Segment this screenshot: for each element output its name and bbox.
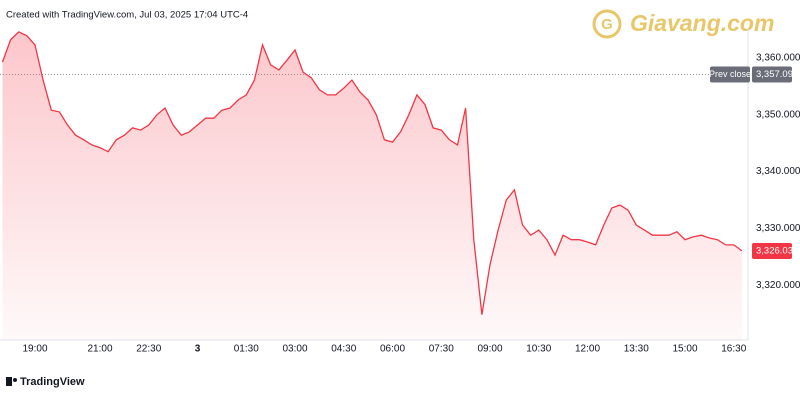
svg-text:G: G <box>601 16 613 33</box>
x-tick-label: 10:30 <box>526 344 551 355</box>
y-tick-label: 3,360.000 <box>756 53 800 64</box>
x-tick-label: 04:30 <box>331 344 356 355</box>
x-tick-label: 19:00 <box>22 344 47 355</box>
area <box>2 31 742 341</box>
x-tick-label: 15:00 <box>672 344 697 355</box>
last-price-box <box>752 242 792 259</box>
prev-close-name-box <box>710 66 750 83</box>
caption: Created with TradingView.com, Jul 03, 20… <box>6 10 248 21</box>
line <box>1 31 743 315</box>
y-tick-label: 3,320.000 <box>756 280 800 291</box>
x-tick-label: 07:30 <box>429 344 454 355</box>
x-tick-label: 16:30 <box>721 344 746 355</box>
prev-close-label: 3,357.090 <box>756 69 798 80</box>
footer-brand: TradingView <box>20 376 85 388</box>
prev-close-box <box>752 66 792 83</box>
x-tick-label: 01:30 <box>234 344 259 355</box>
x-tick-label: 12:00 <box>575 344 600 355</box>
x-tick-label: 09:00 <box>477 344 502 355</box>
prev-close-name: Prev close <box>709 69 751 79</box>
watermark: Giavang.com <box>630 10 774 36</box>
x-tick-label: 22:30 <box>136 344 161 355</box>
y-tick-label: 3,340.000 <box>756 166 800 177</box>
last-price-label: 3,326.030 <box>756 245 798 256</box>
y-tick-label: 3,330.000 <box>756 223 800 234</box>
footer-logo <box>6 377 17 386</box>
x-tick-label: 03:00 <box>282 344 307 355</box>
x-tick-label: 13:30 <box>624 344 649 355</box>
y-tick-label: 3,350.000 <box>756 109 800 120</box>
x-tick-label: 3 <box>195 344 201 355</box>
x-tick-label: 21:00 <box>87 344 112 355</box>
x-tick-label: 06:00 <box>380 344 405 355</box>
watermark-logo: G <box>592 9 622 39</box>
